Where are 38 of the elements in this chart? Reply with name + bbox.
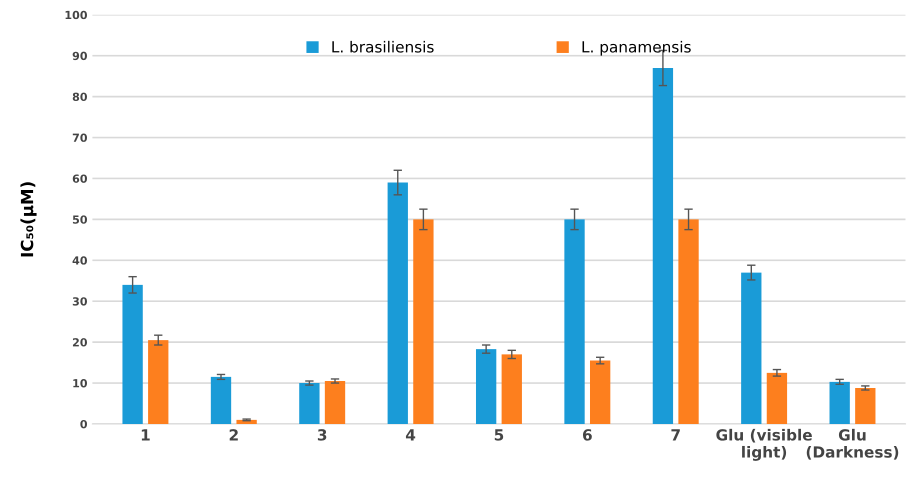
bar	[122, 284, 143, 424]
y-tick-label: 0	[80, 420, 88, 428]
x-tick-label: 5	[494, 429, 504, 441]
y-tick-label: 30	[72, 297, 88, 306]
bar	[678, 219, 699, 424]
legend-label: L. brasiliensis	[332, 40, 434, 53]
y-axis-title: IC₅₀(μM)	[20, 182, 37, 256]
y-tick-label: 10	[73, 379, 88, 388]
bar	[741, 272, 762, 424]
bar	[564, 219, 585, 424]
legend-label: L. panamensis	[582, 40, 691, 56]
y-tick-label: 100	[66, 10, 88, 20]
y-tick-label: 40	[72, 256, 88, 265]
y-tick-label: 70	[72, 134, 88, 142]
y-tick-label: 20	[72, 338, 88, 347]
x-tick-label: 1	[142, 429, 150, 440]
bar	[210, 376, 232, 424]
bar	[502, 354, 522, 424]
bar	[766, 372, 788, 424]
y-tick-label: 60	[72, 174, 88, 183]
bar	[388, 182, 408, 424]
x-tick-label: 7	[671, 429, 680, 440]
bar	[148, 340, 168, 424]
bar	[324, 381, 346, 424]
bar	[413, 219, 434, 424]
x-tick-label: 2	[230, 429, 238, 440]
y-tick-label: 90	[72, 52, 88, 60]
bar	[652, 68, 674, 424]
y-tick-label: 50	[72, 215, 88, 224]
bar	[299, 383, 320, 424]
x-tick-label: 6	[582, 429, 592, 441]
y-tick-label: 80	[72, 92, 88, 102]
bar	[590, 360, 610, 424]
x-tick-label: 3	[318, 429, 326, 441]
bar	[476, 349, 496, 424]
bar	[830, 382, 850, 424]
x-tick-label: 4	[406, 429, 416, 440]
bar	[855, 388, 876, 424]
